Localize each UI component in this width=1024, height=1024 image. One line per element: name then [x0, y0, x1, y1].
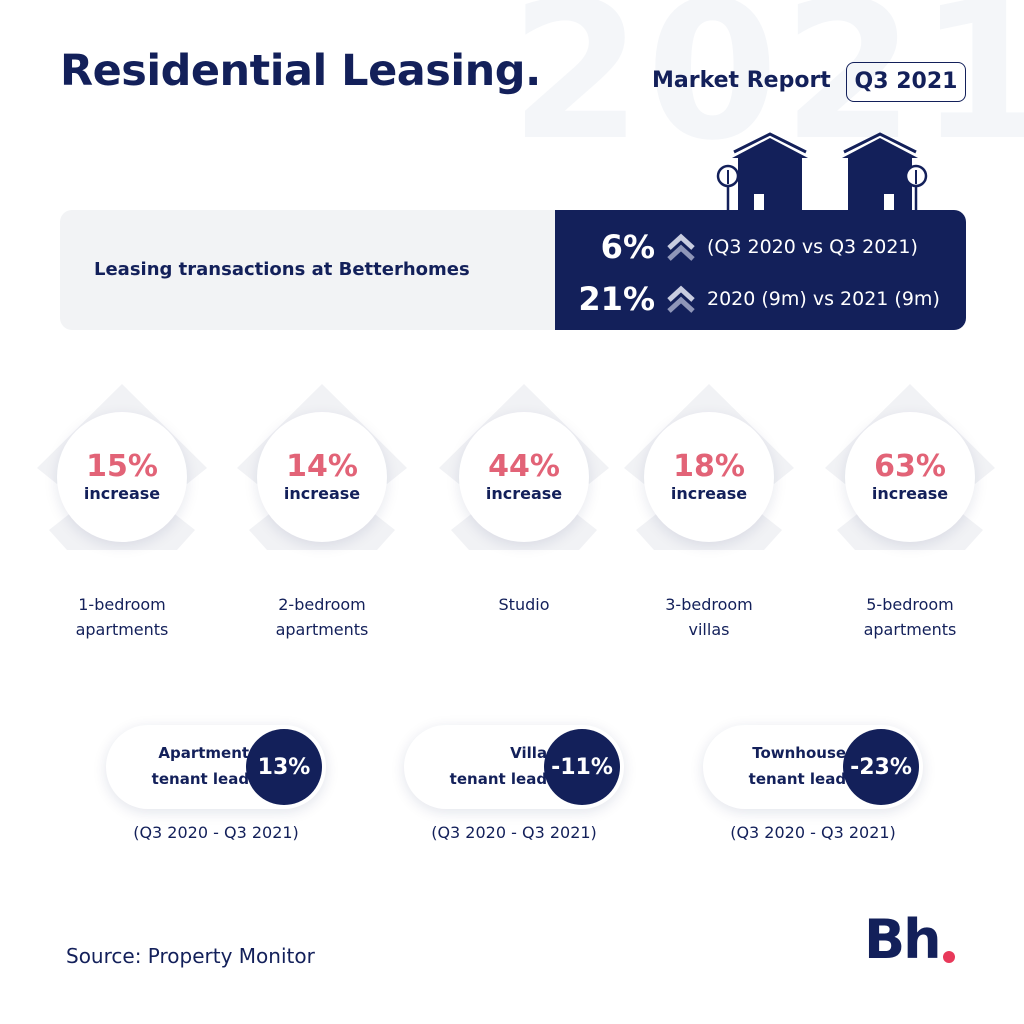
stat-circle: 44% increase — [459, 412, 589, 542]
tenant-leads-card: Villas tenant leads -11% (Q3 2020 - Q3 2… — [404, 725, 634, 875]
increase-label: increase — [670, 484, 748, 503]
tenant-leads-period: (Q3 2020 - Q3 2021) — [730, 823, 896, 842]
stat-row: 6% (Q3 2020 vs Q3 2021) — [555, 222, 966, 272]
betterhomes-logo: Bh — [864, 908, 955, 972]
category-name: 5-bedroom apartments — [815, 592, 1005, 642]
stat-row: 21% 2020 (9m) vs 2021 (9m) — [555, 274, 966, 324]
category-name: Studio — [429, 592, 619, 617]
category-card: 15% increase 1-bedroom apartments — [27, 380, 217, 650]
tenant-leads-label-line: tenant leads — [748, 770, 855, 788]
tenant-leads-card: Apartments tenant leads 13% (Q3 2020 - Q… — [106, 725, 336, 875]
category-name-line: villas — [688, 620, 730, 639]
category-name-line: apartments — [75, 620, 169, 639]
category-card: 14% increase 2-bedroom apartments — [227, 380, 417, 650]
tenant-leads-card: Townhouses tenant leads -23% (Q3 2020 - … — [703, 725, 933, 875]
stat-circle: 18% increase — [644, 412, 774, 542]
category-name-line: 5-bedroom — [866, 595, 954, 614]
category-name-line: 1-bedroom — [78, 595, 166, 614]
double-chevron-up-icon — [667, 285, 695, 313]
stat-circle: 15% increase — [57, 412, 187, 542]
category-name-line: 3-bedroom — [665, 595, 753, 614]
increase-percent: 14% — [286, 449, 358, 484]
tenant-leads-label-line: tenant leads — [151, 770, 258, 788]
category-name-line: apartments — [275, 620, 369, 639]
tenant-leads-period: (Q3 2020 - Q3 2021) — [431, 823, 597, 842]
banner-label: Leasing transactions at Betterhomes — [94, 259, 470, 280]
tenant-leads-value: 13% — [246, 729, 322, 805]
tenant-leads-pill: Apartments tenant leads 13% — [106, 725, 326, 809]
tenant-leads-pill: Villas tenant leads -11% — [404, 725, 624, 809]
tenant-leads-label: Townhouses tenant leads — [725, 740, 855, 792]
house-right-icon — [842, 132, 928, 214]
leasing-banner: Leasing transactions at Betterhomes 6% (… — [60, 210, 966, 330]
increase-label: increase — [871, 484, 949, 503]
category-name-line: apartments — [863, 620, 957, 639]
logo-dot-icon — [942, 951, 955, 963]
category-name: 2-bedroom apartments — [227, 592, 417, 642]
report-period-badge: Q3 2021 — [846, 62, 966, 102]
tenant-leads-label-line: Apartments — [158, 744, 258, 762]
banner-stats-panel: 6% (Q3 2020 vs Q3 2021) 21% 2020 (9m) vs… — [555, 210, 966, 330]
stat-circle: 14% increase — [257, 412, 387, 542]
increase-percent: 15% — [86, 449, 158, 484]
increase-percent: 44% — [488, 449, 560, 484]
category-name-line: Studio — [498, 595, 550, 614]
stat-value: 6% — [600, 228, 655, 266]
increase-label: increase — [83, 484, 161, 503]
increase-label: increase — [283, 484, 361, 503]
category-name: 3-bedroom villas — [614, 592, 804, 642]
tenant-leads-label-line: tenant leads — [449, 770, 556, 788]
stat-value: 21% — [578, 280, 655, 318]
tenant-leads-value: -23% — [843, 729, 919, 805]
tenant-leads-label: Villas tenant leads — [426, 740, 556, 792]
stat-description: (Q3 2020 vs Q3 2021) — [707, 236, 918, 258]
house-left-icon — [716, 132, 808, 214]
category-name: 1-bedroom apartments — [27, 592, 217, 642]
stat-circle: 63% increase — [845, 412, 975, 542]
tenant-leads-period: (Q3 2020 - Q3 2021) — [133, 823, 299, 842]
category-name-line: 2-bedroom — [278, 595, 366, 614]
tenant-leads-value: -11% — [544, 729, 620, 805]
category-card: 44% increase Studio — [429, 380, 619, 650]
page-title: Residential Leasing. — [60, 46, 541, 96]
category-card: 18% increase 3-bedroom villas — [614, 380, 804, 650]
increase-label: increase — [485, 484, 563, 503]
tenant-leads-pill: Townhouses tenant leads -23% — [703, 725, 923, 809]
category-card: 63% increase 5-bedroom apartments — [815, 380, 1005, 650]
stat-description: 2020 (9m) vs 2021 (9m) — [707, 288, 940, 310]
increase-percent: 63% — [874, 449, 946, 484]
tenant-leads-label: Apartments tenant leads — [128, 740, 258, 792]
increase-percent: 18% — [673, 449, 745, 484]
tenant-leads-label-line: Villas — [510, 744, 556, 762]
houses-illustration — [716, 132, 928, 214]
source-note: Source: Property Monitor — [66, 944, 315, 968]
logo-text: Bh — [864, 908, 942, 971]
double-chevron-up-icon — [667, 233, 695, 261]
report-label: Market Report — [652, 68, 831, 93]
tenant-leads-label-line: Townhouses — [752, 744, 855, 762]
